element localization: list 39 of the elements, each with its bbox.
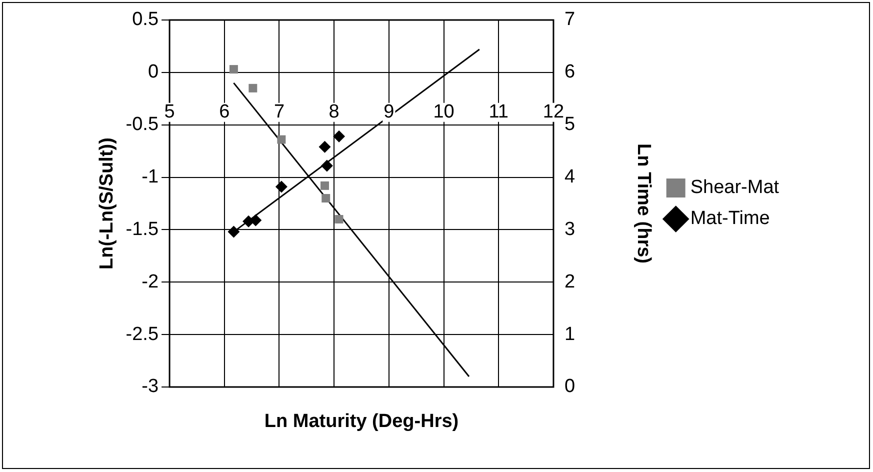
y2-tick-label: 7 (564, 9, 576, 30)
y-tick-label: -1.5 (126, 218, 159, 240)
x-tick-label: 9 (384, 102, 394, 123)
y-tick-label: -2 (142, 271, 159, 292)
y-tick-label: -1 (142, 166, 159, 188)
y2-tick-label: 0 (564, 376, 576, 398)
x-tick-label: 12 (542, 102, 564, 123)
x-tick-label: 5 (164, 102, 175, 123)
point (334, 214, 344, 224)
y2-tick-label: 1 (564, 324, 576, 345)
y2-tick-label: 4 (564, 166, 576, 188)
y2-tick-label: 2 (564, 271, 576, 292)
y2-axis-title: Ln Time (hrs) (633, 144, 654, 264)
x-tick-label: 7 (274, 102, 285, 123)
point (320, 160, 333, 172)
point (320, 181, 329, 190)
legend-label: Mat-Time (690, 208, 770, 230)
y-tick-label: -3 (142, 376, 159, 398)
point (322, 194, 330, 202)
x-axis-title: Ln Maturity (Deg-Hrs) (264, 411, 459, 432)
legend-label: Shear-Mat (690, 177, 780, 198)
y-tick-label: -2.5 (126, 324, 159, 345)
point (229, 65, 238, 74)
point (277, 135, 286, 144)
x-tick-label: 6 (219, 102, 230, 123)
point (333, 130, 346, 142)
y2-tick-label: 3 (564, 218, 576, 240)
point (248, 84, 258, 92)
x-tick-label: 11 (488, 102, 508, 123)
y-tick-label: 0.5 (132, 9, 159, 30)
point (275, 180, 288, 193)
y-axis-title: Ln(-Ln(S/Sult)) (96, 138, 118, 270)
point (228, 226, 240, 238)
x-tick-label: 10 (433, 102, 454, 123)
y2-tick-label: 6 (564, 62, 576, 83)
point (318, 140, 331, 153)
y-tick-label: -0.5 (126, 114, 159, 136)
y-tick-label: 0 (148, 62, 159, 83)
x-tick-label: 8 (328, 102, 340, 123)
